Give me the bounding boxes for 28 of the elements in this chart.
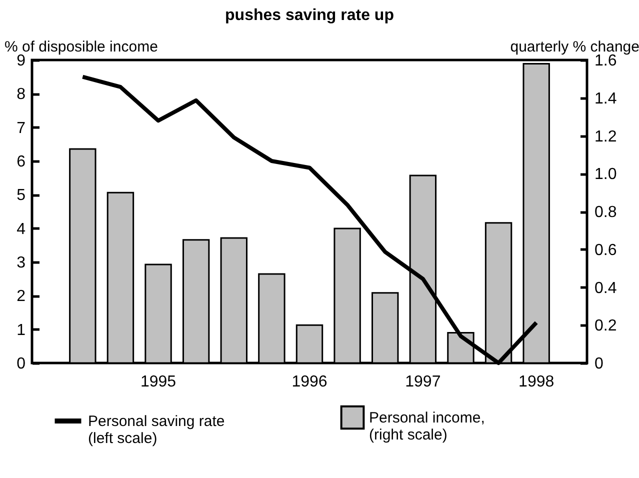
x-tick-label: 1996	[292, 374, 328, 390]
legend-label: Personal income, (right scale)	[369, 410, 485, 444]
y-tick-label: 5	[16, 187, 26, 204]
y2-tick-label: 1.2	[594, 128, 617, 146]
x-tick-label: 1997	[405, 374, 441, 390]
y-tick-label: 4	[16, 220, 26, 238]
y-tick-label: 3	[16, 254, 26, 272]
y-tick-label: 1	[16, 322, 26, 339]
y-tick-label: 0	[16, 356, 26, 372]
y2-tick-label: 0	[594, 356, 604, 372]
y2-axis-title: quarterly % change	[510, 38, 639, 56]
y2-tick-label: 0.6	[594, 242, 617, 259]
legend-label: Personal saving rate (left scale)	[88, 413, 225, 447]
y2-tick-label: 0.4	[594, 280, 617, 297]
y2-tick-label: 0.2	[594, 318, 617, 335]
y-tick-label: 8	[16, 86, 26, 104]
y-tick-label: 9	[16, 52, 26, 70]
y2-tick-label: 0.8	[594, 204, 617, 221]
y-tick-label: 2	[16, 288, 26, 306]
y-tick-label: 6	[16, 154, 26, 170]
chart-title: pushes saving rate up	[225, 7, 394, 24]
y-tick-label: 7	[16, 120, 26, 137]
x-tick-label: 1995	[140, 374, 176, 390]
y2-tick-label: 1.6	[594, 52, 617, 70]
y2-tick-label: 1.0	[594, 166, 617, 184]
y-axis-title: % of disposible income	[4, 38, 158, 56]
x-tick-label: 1998	[518, 374, 554, 390]
y2-tick-label: 1.4	[594, 90, 617, 108]
